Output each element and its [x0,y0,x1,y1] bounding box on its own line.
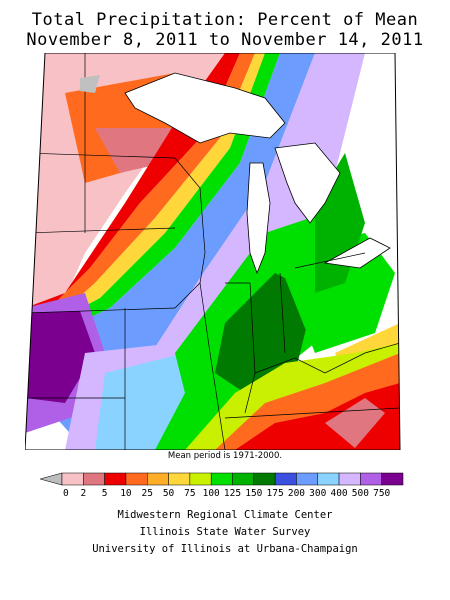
band-green-west [25,53,280,348]
legend-label: 10 [120,488,132,499]
precipitation-map [25,53,401,450]
lake-erie [323,237,391,269]
legend-swatch [296,472,318,486]
legend-label: 150 [245,488,262,499]
color-legend: 0 2 5 10 25 50 75 100 125 150 175 200 300 400 500 750 [40,472,404,499]
legend-label: 400 [330,488,347,499]
lake-superior [124,72,286,144]
credit-line-2: Illinois State Water Survey [139,526,311,538]
legend-swatch [317,472,340,486]
legend-labels: 0 2 5 10 25 50 75 100 125 150 175 200 300 400 500 750 [63,488,391,499]
legend-swatch [104,472,127,486]
legend-swatch [168,472,191,486]
legend-swatch [338,472,361,486]
region-kansas-deep-purple [25,311,95,403]
state-boundaries [25,53,400,450]
mean-period-note: Mean period is 1971-2000. [167,451,283,461]
legend-swatch [232,472,255,486]
legend-swatch [210,472,233,486]
legend-label: 750 [373,488,390,499]
legend-swatches [61,472,404,486]
map-border [25,53,401,450]
legend-label: 500 [352,488,369,499]
legend-swatch [381,472,404,486]
legend-swatch [125,472,148,486]
map-title-line2: November 8, 2011 to November 14, 2011 [26,30,424,50]
legend-arrow [40,472,63,486]
legend-label: 25 [142,488,153,499]
legend-label: 175 [267,488,284,499]
legend-label: 125 [224,488,241,499]
legend-swatch [274,472,297,486]
legend-label: 5 [102,488,108,499]
legend-swatch [189,472,212,486]
legend-swatch [360,472,382,486]
missing-data-region [80,75,100,93]
legend-swatch [61,472,84,486]
legend-label: 0 [63,488,69,499]
region-southeast-pink [325,398,385,448]
legend-label: 50 [163,488,175,499]
legend-label: 100 [203,488,220,499]
credit-line-1: Midwestern Regional Climate Center [117,509,333,521]
legend-label: 75 [184,488,195,499]
map-title-line1: Total Precipitation: Percent of Mean [31,10,419,30]
legend-label: 200 [288,488,305,499]
lake-michigan [246,162,271,275]
band-orange-west [25,53,255,328]
legend-swatch [253,472,276,486]
lake-huron [274,142,341,224]
legend-label: 300 [309,488,326,499]
legend-swatch [147,472,169,486]
credit-line-3: University of Illinois at Urbana-Champai… [92,543,358,555]
legend-swatch [83,472,105,486]
legend-label: 2 [80,488,86,499]
